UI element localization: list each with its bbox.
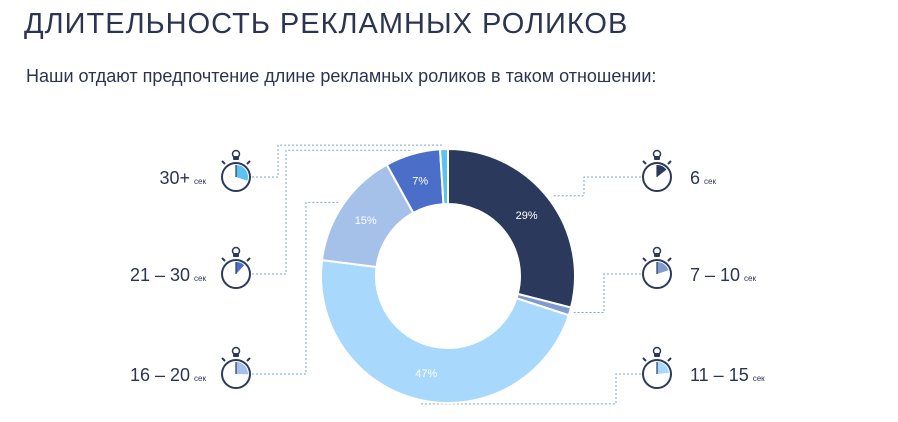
donut-slice-6 — [438, 147, 449, 206]
slice-value-label: 15% — [355, 215, 377, 227]
connector-line — [573, 273, 641, 314]
page-title: ДЛИТЕЛЬНОСТЬ РЕКЛАМНЫХ РОЛИКОВ — [24, 8, 629, 40]
donut-slices — [320, 147, 576, 405]
stopwatch-icon — [642, 246, 672, 289]
stopwatch-icon — [642, 346, 672, 389]
page-subtitle: Наши отдают предпочтение длине рекламных… — [26, 66, 657, 86]
stopwatch-icon — [221, 149, 251, 192]
donut-slice-3 — [320, 258, 571, 405]
legend-label: 16 – 20 сек — [130, 365, 207, 385]
slice-value-label: 7% — [412, 175, 428, 187]
slice-value-label: 29% — [516, 210, 538, 222]
connector-line — [551, 176, 641, 197]
slice-value-label: 47% — [415, 368, 437, 380]
legend-label: 30+ сек — [160, 168, 207, 188]
donut-slice-1 — [447, 147, 576, 309]
slice-labels: 29% 47% 15% 7% — [355, 175, 538, 380]
connector-line — [419, 373, 641, 405]
legend-label: 6 сек — [690, 168, 716, 188]
legend-label: 21 – 30 сек — [130, 265, 207, 285]
legend: 30+ сек 21 – 30 сек 16 – 20 сек 6 сек 7 – 10 сек 1… — [130, 149, 765, 389]
stopwatch-icon — [221, 346, 251, 389]
connector-line — [252, 149, 412, 275]
legend-label: 11 – 15 сек — [690, 365, 765, 385]
stopwatch-icon — [642, 149, 672, 192]
stopwatch-icon — [221, 246, 251, 289]
connector-line — [252, 144, 444, 178]
legend-label: 7 – 10 сек — [690, 265, 756, 285]
connector-lines — [252, 144, 641, 405]
